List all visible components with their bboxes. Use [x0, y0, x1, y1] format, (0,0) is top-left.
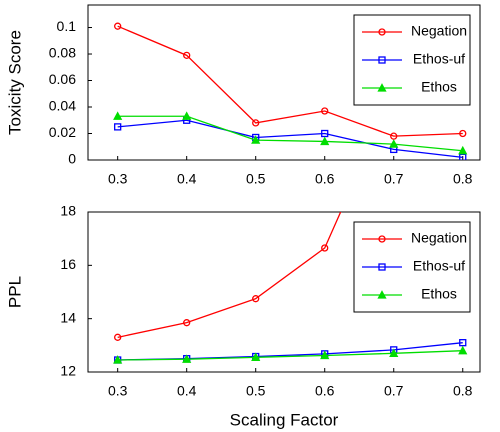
- x-tick-label: 0.3: [108, 383, 128, 399]
- y-axis-label: PPL: [5, 276, 24, 308]
- marker: [458, 345, 468, 355]
- x-tick-label: 0.4: [177, 383, 197, 399]
- marker: [459, 339, 467, 347]
- marker: [114, 333, 122, 341]
- y-tick-label: 0.1: [57, 18, 77, 34]
- y-tick-label: 16: [60, 256, 76, 272]
- legend-label: Negation: [411, 23, 467, 39]
- x-tick-label: 0.5: [246, 171, 266, 187]
- marker: [378, 28, 386, 36]
- plot-area: [113, 22, 468, 160]
- marker: [252, 295, 260, 303]
- y-tick-label: 14: [60, 309, 76, 325]
- marker: [378, 235, 386, 243]
- marker: [320, 136, 330, 146]
- series-line: [117, 25, 463, 137]
- marker: [251, 352, 261, 361]
- marker: [321, 244, 329, 252]
- x-tick-label: 0.6: [315, 383, 335, 399]
- y-axis-label: Toxicity Score: [5, 30, 24, 135]
- marker: [251, 135, 261, 144]
- legend-label: Ethos-uf: [413, 51, 465, 67]
- marker: [252, 119, 260, 127]
- marker: [183, 51, 191, 59]
- x-tick-label: 0.8: [453, 171, 473, 187]
- y-tick-label: 0.06: [49, 71, 76, 87]
- series-line: [117, 342, 463, 361]
- x-tick-label: 0.4: [177, 171, 197, 187]
- series-line: [117, 350, 463, 361]
- y-tick-label: 18: [60, 203, 76, 219]
- marker: [114, 22, 122, 30]
- x-tick-label: 0.6: [315, 171, 335, 187]
- y-tick-label: 12: [60, 363, 76, 379]
- plot-frame: [87, 4, 481, 161]
- marker: [378, 56, 386, 64]
- legend-label: Ethos-uf: [413, 258, 465, 274]
- legend-label: Ethos: [421, 79, 457, 95]
- marker: [113, 355, 123, 364]
- marker: [390, 132, 398, 140]
- marker: [377, 83, 387, 92]
- plot-frame: [87, 211, 481, 373]
- x-tick-label: 0.3: [108, 171, 128, 187]
- marker: [182, 111, 192, 120]
- legend-label: Ethos: [421, 286, 457, 302]
- legend-label: Negation: [411, 230, 467, 246]
- y-tick-label: 0.04: [49, 98, 76, 114]
- marker: [459, 129, 467, 138]
- y-tick-label: 0.02: [49, 124, 76, 140]
- marker: [378, 263, 386, 271]
- y-tick-label: 0.08: [49, 45, 76, 61]
- marker: [113, 111, 123, 120]
- series-line: [117, 212, 342, 338]
- marker: [320, 350, 330, 360]
- x-tick-label: 0.8: [453, 383, 473, 399]
- marker: [114, 123, 122, 131]
- marker: [183, 319, 191, 327]
- marker: [182, 354, 192, 363]
- x-tick-label: 0.7: [384, 171, 404, 187]
- series-line: [117, 119, 463, 158]
- marker: [321, 107, 329, 115]
- y-tick-label: 0: [68, 151, 76, 167]
- marker: [458, 145, 468, 155]
- x-axis-label: Scaling Factor: [230, 410, 339, 429]
- x-tick-label: 0.7: [384, 383, 404, 399]
- x-tick-label: 0.5: [246, 383, 266, 399]
- plot-area: [113, 212, 468, 364]
- marker: [389, 139, 399, 148]
- marker: [377, 290, 387, 299]
- marker: [321, 129, 329, 138]
- marker: [389, 348, 399, 357]
- series-line: [117, 115, 463, 152]
